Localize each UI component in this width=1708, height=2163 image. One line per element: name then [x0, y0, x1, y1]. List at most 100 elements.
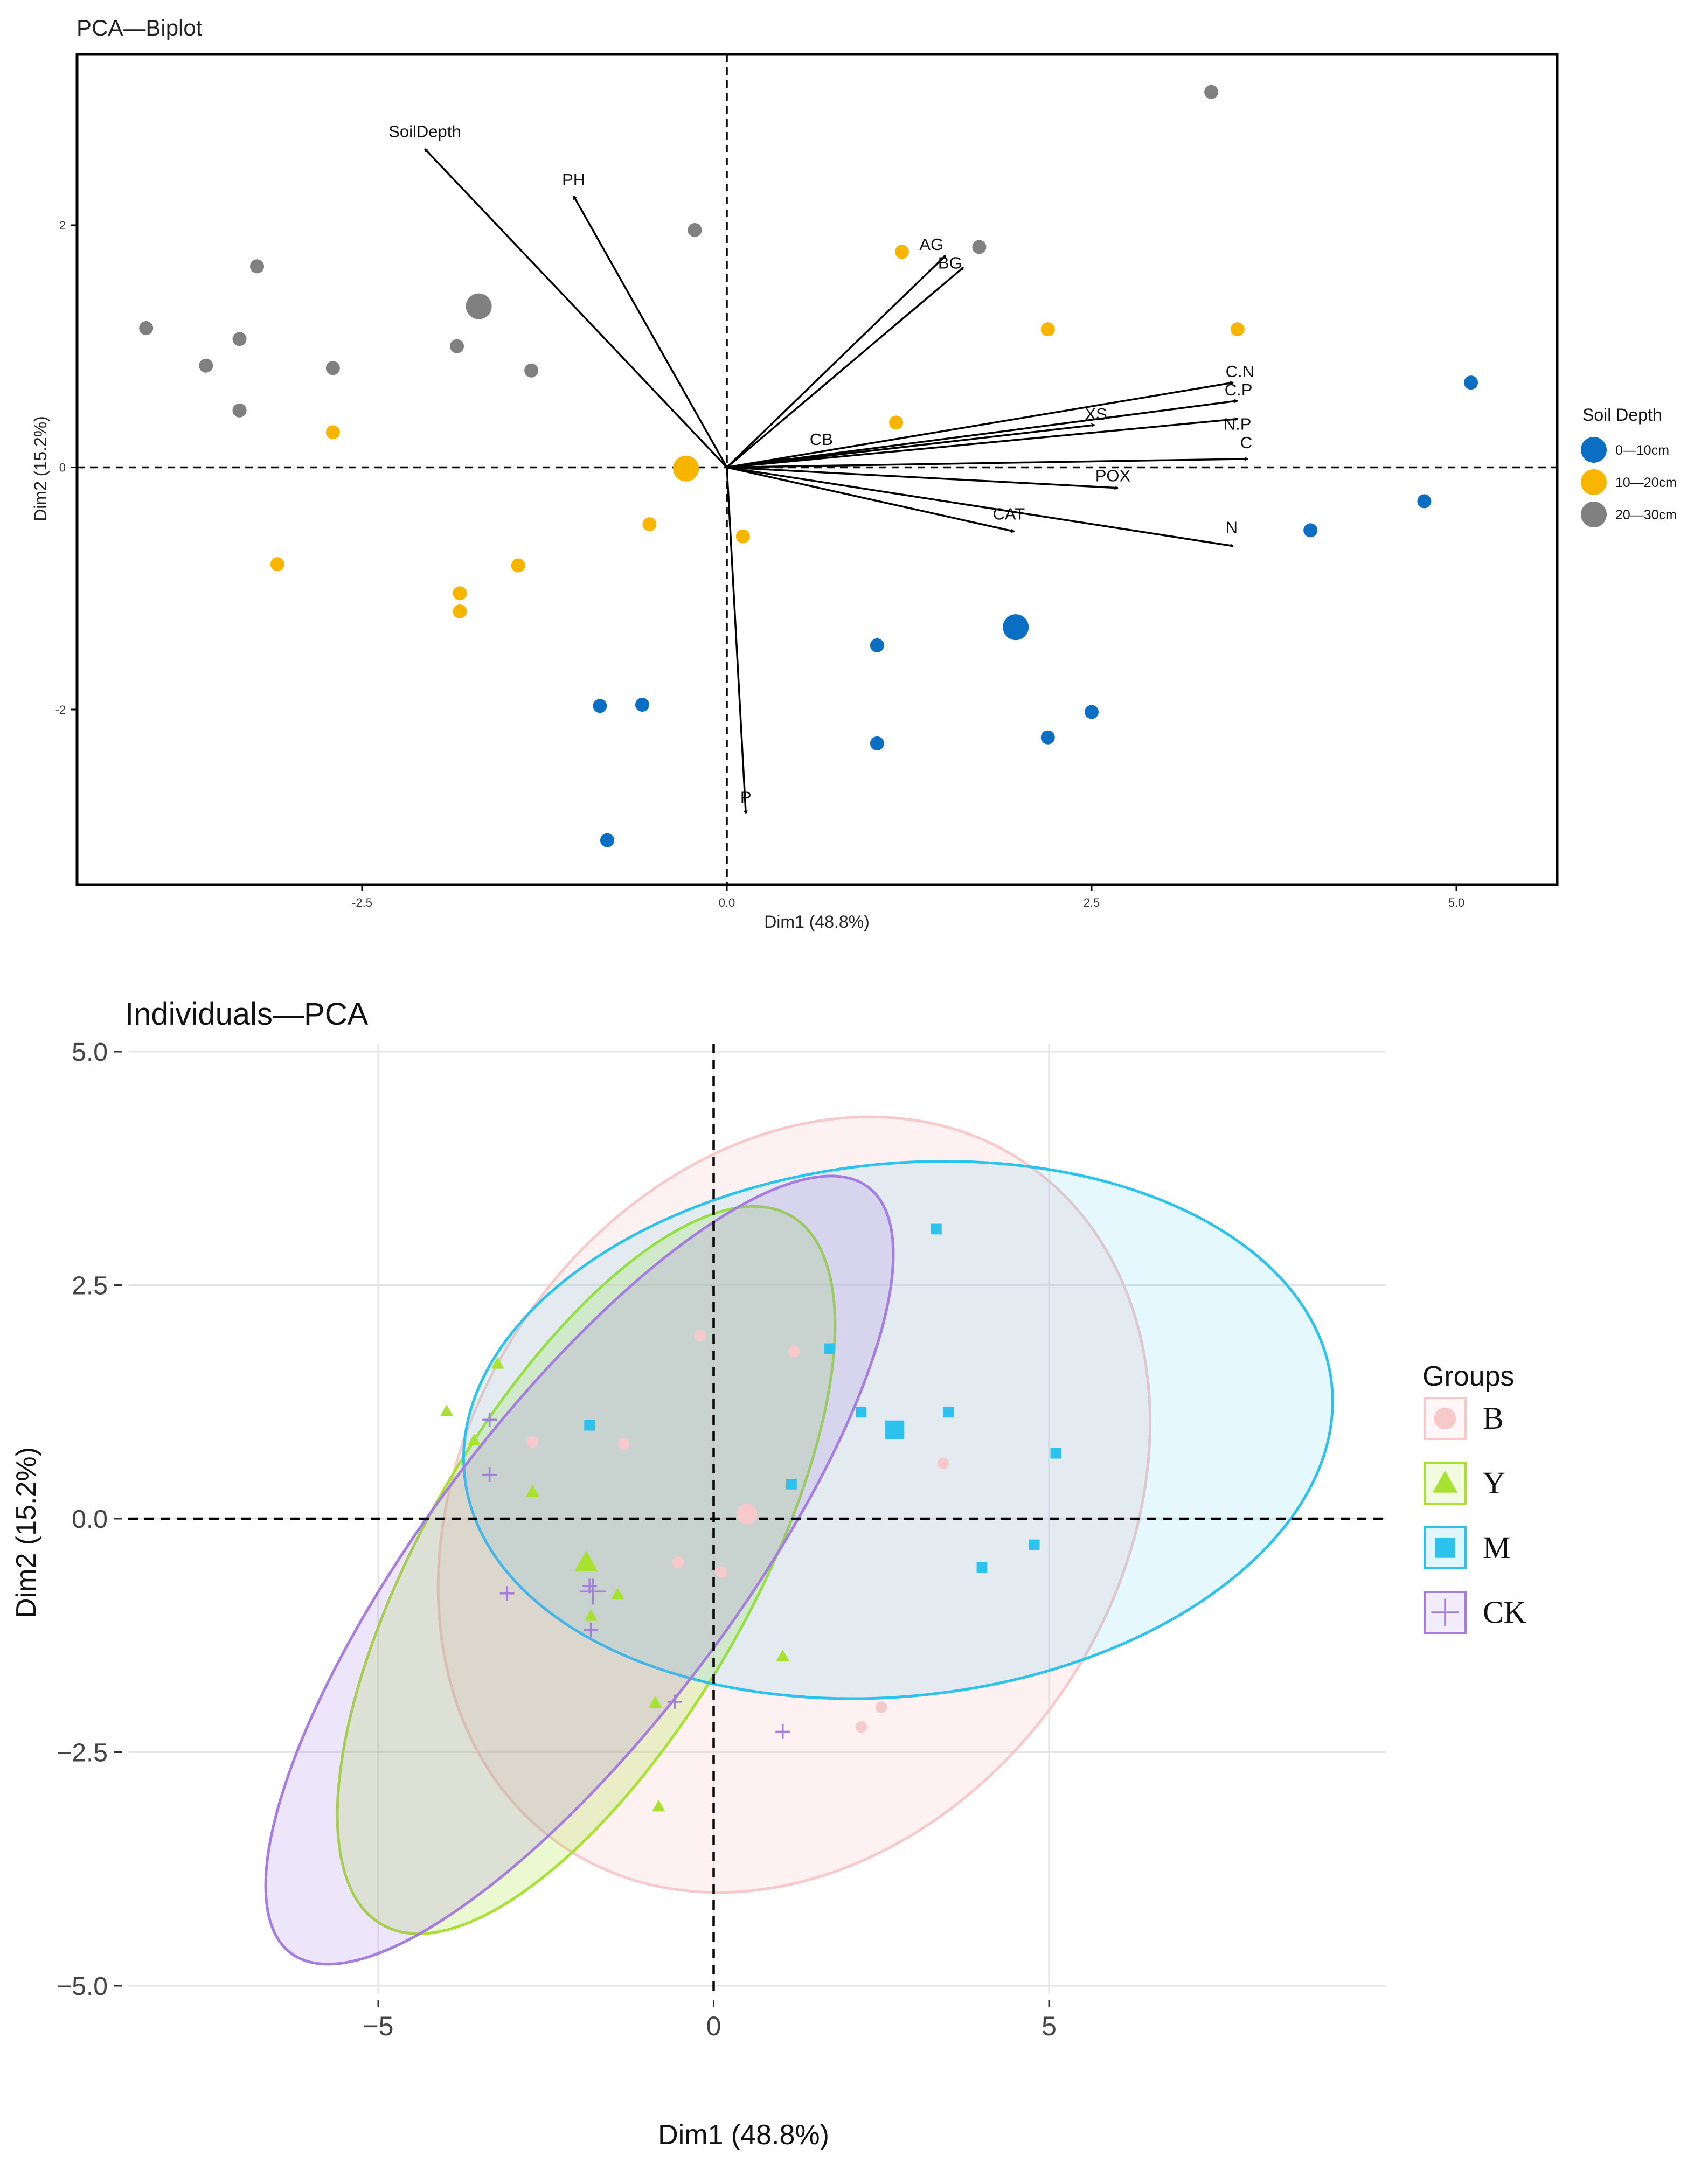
point-b: [715, 1566, 727, 1578]
point-m: [584, 1420, 595, 1431]
legend-marker-ck: [1431, 1598, 1459, 1626]
biplot-point: [735, 529, 750, 544]
biplot-point: [232, 332, 247, 346]
biplot-legend-title: Soil Depth: [1582, 405, 1662, 425]
point-y: [467, 1433, 481, 1445]
individuals-x-tick-label: −5: [363, 2011, 393, 2041]
legend-marker-y: [1432, 1470, 1458, 1493]
point-y: [491, 1357, 504, 1369]
point-m: [943, 1407, 954, 1418]
biplot-legend: Soil Depth 0—10cm 10—20cm 20—30cm: [1581, 405, 1677, 527]
biplot-loading-label: C.N: [1226, 362, 1254, 381]
individuals-y-tick-label: 0.0: [72, 1505, 108, 1534]
point-ck: [482, 1467, 497, 1482]
individuals-plot-area: 5.0 2.5 0.0 −2.5 −5.0 −5 0 5: [57, 1038, 1386, 2041]
legend-label-m: M: [1483, 1530, 1511, 1565]
biplot-centroid: [466, 293, 492, 319]
point-y: [584, 1609, 598, 1621]
biplot-point: [453, 586, 467, 601]
individuals-y-tick-label: 2.5: [72, 1272, 108, 1300]
individuals-legend-title: Groups: [1422, 1361, 1515, 1392]
biplot-loading-label: AG: [919, 235, 943, 254]
individuals-x-tick-label: 0: [706, 2011, 721, 2041]
point-ck: [775, 1724, 790, 1739]
biplot-x-tick-label: 0.0: [719, 896, 735, 909]
biplot-loading-arrow: [726, 466, 1014, 532]
biplot-loading-label: BG: [938, 254, 962, 273]
legend-marker-m: [1435, 1538, 1455, 1558]
biplot-title: PCA—Biplot: [77, 15, 203, 40]
biplot-point: [1085, 705, 1099, 719]
biplot-point: [1040, 730, 1055, 745]
biplot-loading-arrow: [726, 255, 946, 468]
ellipse-b: [436, 1115, 1152, 1894]
point-b: [788, 1345, 800, 1358]
biplot-loading-arrow: [726, 382, 1233, 469]
individuals-panel: Individuals—PCA 5.0 2.5 0.0 −2.5 −5.0 −5 0 5 Di…: [11, 997, 1526, 2151]
point-m: [976, 1562, 988, 1573]
point-y: [526, 1485, 539, 1497]
centroid-y: [574, 1550, 598, 1572]
biplot-loading-arrow: [726, 466, 1233, 546]
biplot-loading-arrow: [726, 401, 1238, 469]
biplot-point: [1230, 322, 1245, 337]
biplot-loading-label: P: [740, 788, 752, 806]
centroid-b: [737, 1504, 758, 1525]
biplot-point: [250, 259, 265, 274]
biplot-point: [870, 736, 884, 750]
biplot-point: [232, 403, 247, 418]
biplot-centroid: [1003, 614, 1029, 641]
biplot-x-tick-label: 5.0: [1448, 896, 1465, 909]
legend-marker-b: [1434, 1407, 1456, 1430]
biplot-loading-label: C.P: [1225, 380, 1253, 399]
biplot-panel: PCA—Biplot -2.5 0.0 2.5 5.0 -2 0 2 SoilDepth PH A…: [31, 15, 1677, 931]
biplot-loading-label: CAT: [992, 505, 1025, 524]
individuals-legend: Groups BYM CK: [1422, 1361, 1526, 1634]
legend-label-y: Y: [1483, 1465, 1505, 1500]
biplot-point: [688, 222, 702, 237]
point-b: [526, 1436, 539, 1448]
biplot-loading-arrow: [726, 467, 746, 814]
biplot-point: [453, 604, 467, 618]
biplot-y-axis-label: Dim2 (15.2%): [31, 416, 50, 521]
biplot-point: [139, 321, 154, 336]
point-y: [652, 1799, 665, 1812]
biplot-legend-key: [1581, 469, 1607, 495]
point-b: [855, 1721, 867, 1733]
biplot-point: [524, 363, 539, 378]
biplot-legend-label: 10—20cm: [1615, 475, 1677, 490]
biplot-loading-label: POX: [1095, 467, 1131, 485]
biplot-loading-label: CB: [810, 430, 833, 449]
biplot-y-tick-label: 2: [59, 219, 66, 232]
biplot-point: [642, 517, 657, 532]
biplot-loading-arrow: [726, 466, 1118, 488]
biplot-loading-arrow: [726, 425, 1094, 469]
point-y: [776, 1649, 789, 1661]
biplot-point: [1417, 494, 1432, 509]
point-m: [786, 1478, 797, 1490]
biplot-point: [972, 240, 987, 254]
legend-label-ck: CK: [1483, 1595, 1526, 1630]
biplot-x-tick-label: -2.5: [352, 896, 372, 909]
biplot-point: [593, 699, 607, 713]
biplot-legend-key: [1581, 502, 1607, 527]
biplot-point: [1303, 523, 1318, 538]
biplot-frame: [75, 53, 1559, 886]
biplot-point: [894, 245, 909, 259]
biplot-legend-label: 0—10cm: [1615, 443, 1669, 458]
legend-label-b: B: [1483, 1401, 1504, 1436]
biplot-point: [325, 425, 340, 440]
point-b: [875, 1701, 887, 1714]
biplot-loading-label: XS: [1085, 405, 1107, 423]
individuals-y-axis-label: Dim2 (15.2%): [11, 1447, 42, 1618]
biplot-loading-label: N.P: [1224, 415, 1252, 434]
point-m: [1029, 1539, 1040, 1550]
legend-key-b: [1424, 1397, 1467, 1440]
individuals-x-tick-label: 5: [1042, 2011, 1057, 2041]
biplot-point: [635, 698, 649, 712]
biplot-loading-arrow: [726, 419, 1238, 469]
biplot-point: [1040, 322, 1055, 337]
biplot-point: [199, 358, 213, 373]
point-b: [617, 1438, 630, 1450]
